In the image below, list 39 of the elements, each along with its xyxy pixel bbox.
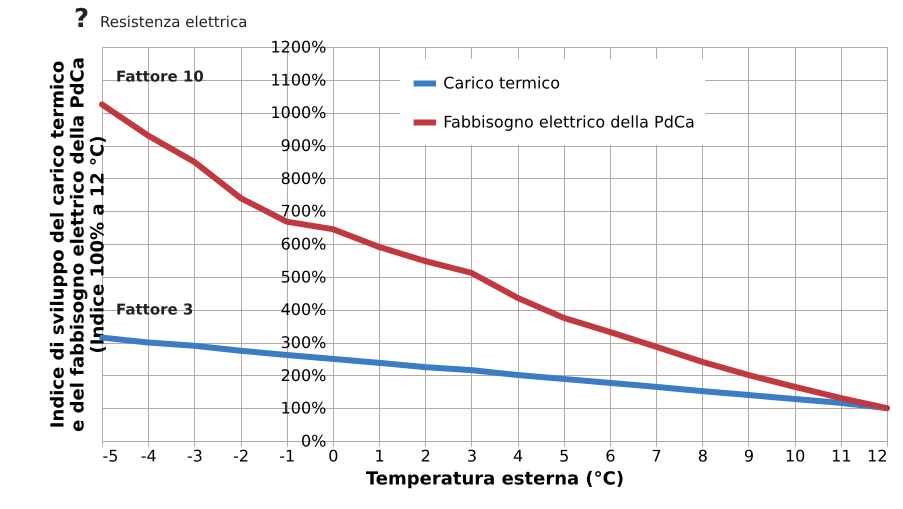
x-tick-label: 0: [328, 446, 338, 466]
text: Resistenza elettrica: [100, 13, 248, 31]
text: ?: [74, 4, 90, 34]
y-tick-label: 1000%: [270, 103, 326, 122]
y-axis-title: Indice di sviluppo del carico termico e del fabbisogno elettrico della PdCa (Indice 100% a 12 °C): [48, 57, 108, 432]
x-tick-label: 4: [512, 446, 524, 466]
y-tick-label: 900%: [280, 136, 326, 155]
annotation: Fattore 10: [116, 67, 204, 86]
x-tick-label: 7: [652, 446, 662, 466]
x-tick-label: 9: [744, 446, 754, 466]
legend-label: Carico termico: [443, 74, 560, 92]
y-tick-label: 800%: [280, 168, 326, 188]
y-tick-label: 200%: [280, 366, 326, 385]
annotation: Fattore 3: [116, 300, 194, 319]
x-tick-label: 10: [784, 446, 806, 466]
y-tick-label: 500%: [280, 267, 326, 286]
y-tick-label: 300%: [280, 333, 326, 352]
y-tick-label: 1100%: [270, 70, 326, 90]
y-tick-label: 700%: [280, 202, 326, 221]
x-tick-label: 5: [559, 446, 570, 466]
x-tick-label: 6: [605, 446, 616, 466]
y-tick-label: 400%: [280, 300, 326, 320]
x-tick-label: -4: [140, 446, 157, 466]
x-tick-label: -2: [233, 446, 250, 466]
x-axis-title: Temperatura esterna (°C): [366, 468, 624, 490]
x-tick-label: 12: [867, 446, 888, 466]
y-tick-label: 0%: [300, 432, 326, 450]
legend-label: Fabbisogno elettrico della PdCa: [443, 112, 695, 132]
y-tick-label: 1200%: [270, 38, 326, 56]
x-tick-label: 1: [374, 446, 385, 466]
x-tick-label: -1: [279, 446, 296, 466]
x-tick-label: 2: [420, 446, 431, 466]
y-tick-label: 600%: [280, 234, 326, 254]
x-tick-label: -5: [102, 446, 118, 466]
x-tick-label: 11: [831, 446, 852, 466]
y-tick-label: 100%: [280, 398, 326, 418]
x-tick-label: 3: [466, 446, 478, 466]
x-tick-label: -3: [186, 446, 203, 466]
x-tick-label: 8: [698, 446, 708, 466]
